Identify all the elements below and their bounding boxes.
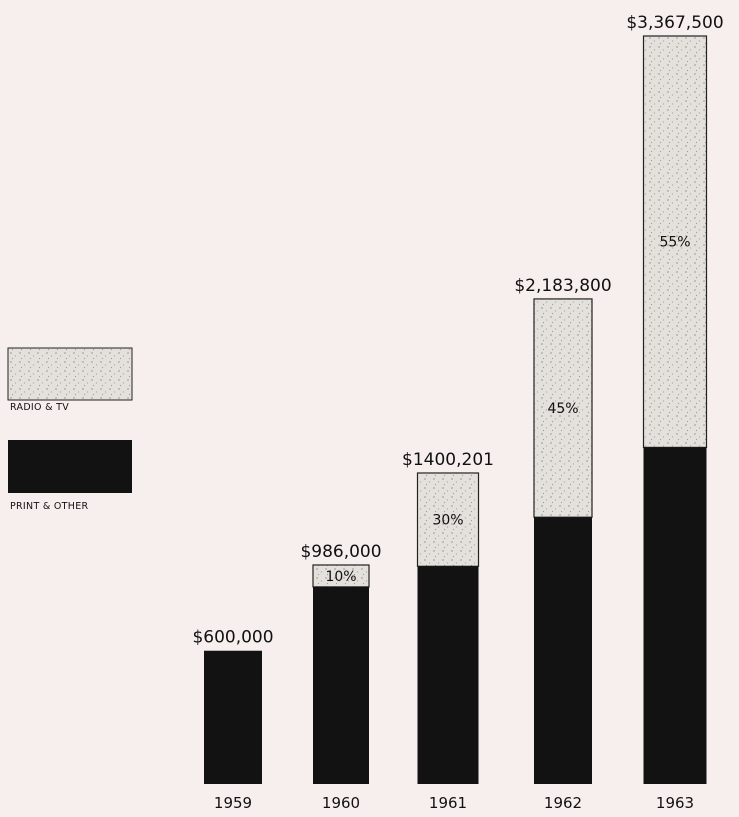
bar-radio-tv-1962	[533, 298, 593, 518]
legend: RADIO & TV PRINT & OTHER	[7, 347, 133, 512]
bars-group: $600,000 1959 10% $986,000 1960 30% $1400,201 1…	[192, 13, 723, 812]
radio-tv-share-label-1963: 55%	[659, 235, 690, 251]
radio-tv-share-label-1961: 30%	[432, 513, 463, 529]
year-label-1959: 1959	[214, 794, 252, 812]
bar-group-1962: 45% $2,183,800 1962	[514, 276, 611, 812]
bar-print-other-1963	[643, 447, 707, 784]
year-label-1963: 1963	[656, 794, 694, 812]
year-label-1960: 1960	[322, 794, 360, 812]
total-label-1960: $986,000	[300, 542, 381, 562]
bar-group-1959: $600,000 1959	[192, 628, 273, 812]
legend-swatch-print-other	[8, 440, 132, 493]
total-label-1962: $2,183,800	[514, 276, 611, 296]
bar-group-1961: 30% $1400,201 1961	[402, 450, 494, 812]
bar-group-1963: 55% $3,367,500 1963	[626, 13, 723, 812]
legend-label-print-other: PRINT & OTHER	[10, 501, 89, 512]
bar-print-other-1962	[534, 517, 592, 784]
bar-radio-tv-1963	[642, 35, 708, 448]
total-label-1959: $600,000	[192, 628, 273, 648]
legend-label-radio-tv: RADIO & TV	[10, 402, 69, 413]
bar-group-1960: 10% $986,000 1960	[300, 542, 381, 812]
bar-radio-tv-1961	[416, 472, 480, 567]
radio-tv-share-label-1960: 10%	[325, 569, 356, 585]
legend-swatch-radio-tv	[7, 347, 133, 401]
total-label-1963: $3,367,500	[626, 13, 723, 33]
radio-tv-share-label-1962: 45%	[547, 401, 578, 417]
bar-print-other-1961	[417, 566, 479, 784]
bar-print-other-1959	[204, 650, 262, 784]
bar-print-other-1960	[313, 586, 369, 784]
year-label-1961: 1961	[429, 794, 467, 812]
year-label-1962: 1962	[544, 794, 582, 812]
total-label-1961: $1400,201	[402, 450, 494, 470]
